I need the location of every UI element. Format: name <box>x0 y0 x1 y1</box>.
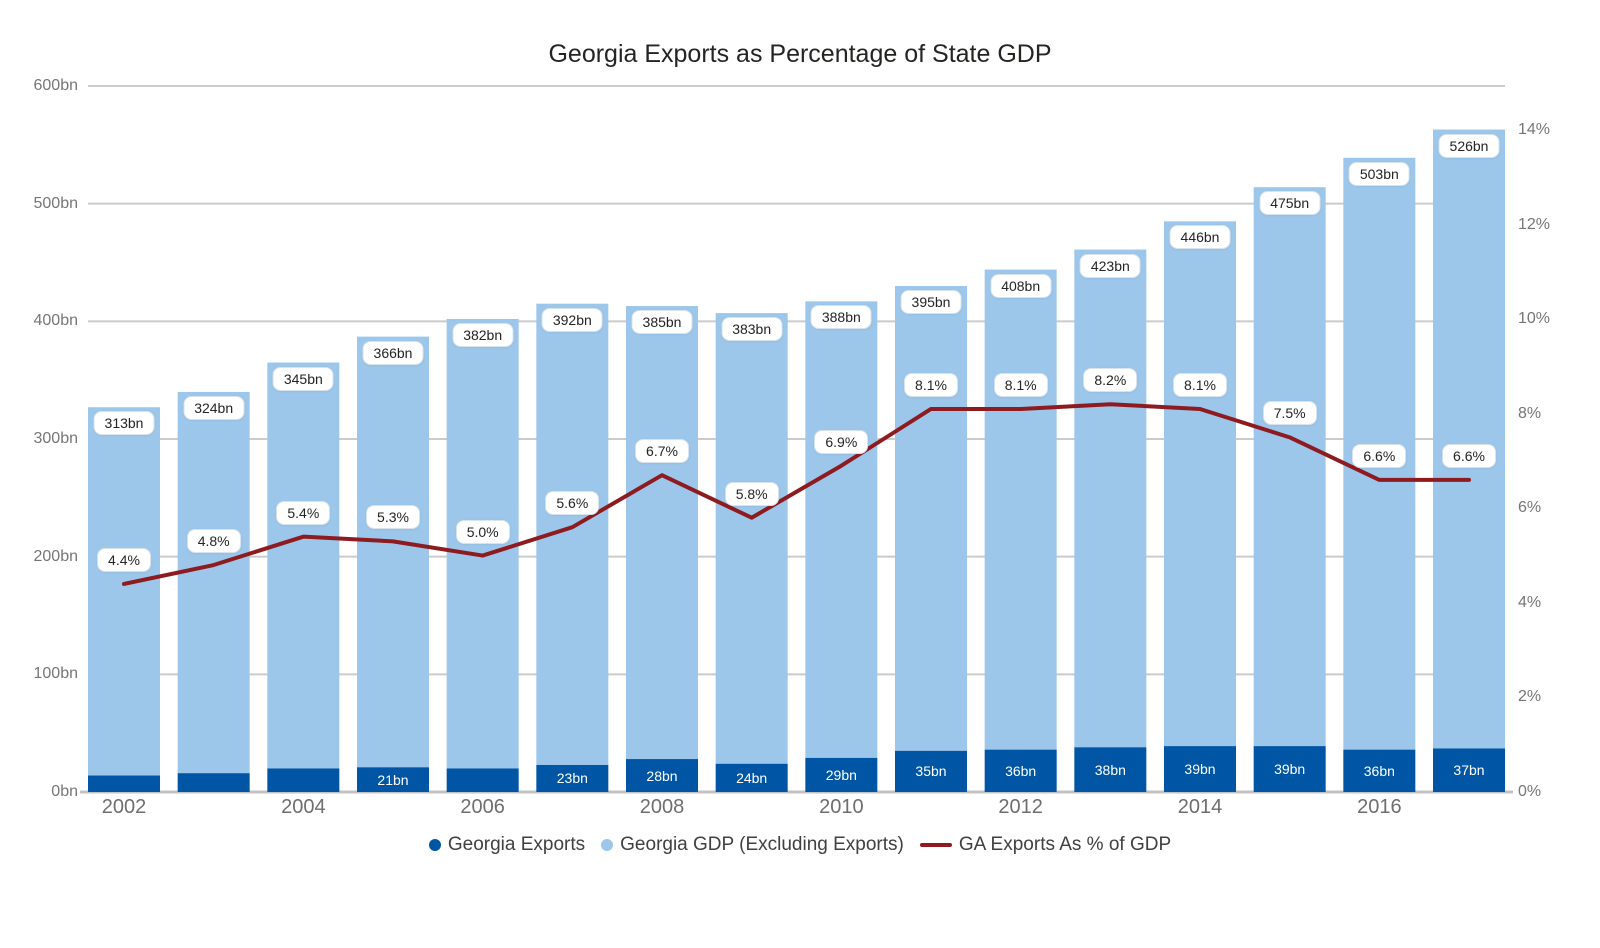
bar-exports-2005[interactable] <box>357 767 429 792</box>
bar-exports-2003[interactable] <box>177 773 250 792</box>
gdp-dot-icon <box>601 839 614 851</box>
bar-gdp-2010[interactable] <box>805 301 878 758</box>
bar-gdp-2008[interactable] <box>626 306 698 760</box>
pct-line-series[interactable] <box>122 402 1471 586</box>
legend-item-pct-line[interactable]: GA Exports As % of GDP <box>919 834 1172 856</box>
bar-exports-2002[interactable] <box>88 775 160 792</box>
bar-gdp-2012[interactable] <box>984 269 1057 750</box>
bar-gdp-2005[interactable] <box>357 336 429 768</box>
bar-exports-2008[interactable] <box>626 759 698 792</box>
bar-exports-2009[interactable] <box>715 763 788 792</box>
bar-exports-2013[interactable] <box>1074 747 1147 792</box>
bar-gdp-2011[interactable] <box>895 286 967 751</box>
legend: Georgia Exports Georgia GDP (Excluding E… <box>0 834 1600 856</box>
bar-exports-2012[interactable] <box>984 749 1057 792</box>
bar-exports-2011[interactable] <box>895 750 967 792</box>
chart-title: Georgia Exports as Percentage of State G… <box>548 40 1052 68</box>
bar-exports-2015[interactable] <box>1253 746 1326 792</box>
bar-gdp-2006[interactable] <box>446 318 519 769</box>
bar-exports-2006[interactable] <box>446 768 519 792</box>
legend-item-georgia-gdp[interactable]: Georgia GDP (Excluding Exports) <box>601 834 904 856</box>
bar-gdp-2013[interactable] <box>1074 249 1147 748</box>
bar-gdp-2004[interactable] <box>267 362 340 769</box>
bar-exports-2014[interactable] <box>1164 746 1236 792</box>
legend-label-gdp: Georgia GDP (Excluding Exports) <box>620 834 904 855</box>
legend-label-pct: GA Exports As % of GDP <box>958 834 1172 855</box>
bar-exports-2017[interactable] <box>1433 748 1505 792</box>
bar-exports-2007[interactable] <box>536 764 609 792</box>
legend-item-georgia-exports[interactable]: Georgia Exports <box>428 834 586 856</box>
bar-exports-2004[interactable] <box>267 768 340 792</box>
bar-gdp-2016[interactable] <box>1343 157 1416 750</box>
legend-label-exports: Georgia Exports <box>447 834 586 855</box>
bar-gdp-2009[interactable] <box>715 313 788 764</box>
bar-gdp-2003[interactable] <box>177 391 250 774</box>
bar-gdp-2014[interactable] <box>1164 221 1236 747</box>
bar-exports-2016[interactable] <box>1343 749 1416 792</box>
bar-gdp-2002[interactable] <box>88 407 160 776</box>
bar-gdp-2017[interactable] <box>1433 129 1505 749</box>
bar-exports-2010[interactable] <box>805 757 878 792</box>
pct-line-swatch-icon <box>919 843 952 847</box>
bar-gdp-2015[interactable] <box>1253 187 1326 747</box>
exports-dot-icon <box>428 839 441 851</box>
